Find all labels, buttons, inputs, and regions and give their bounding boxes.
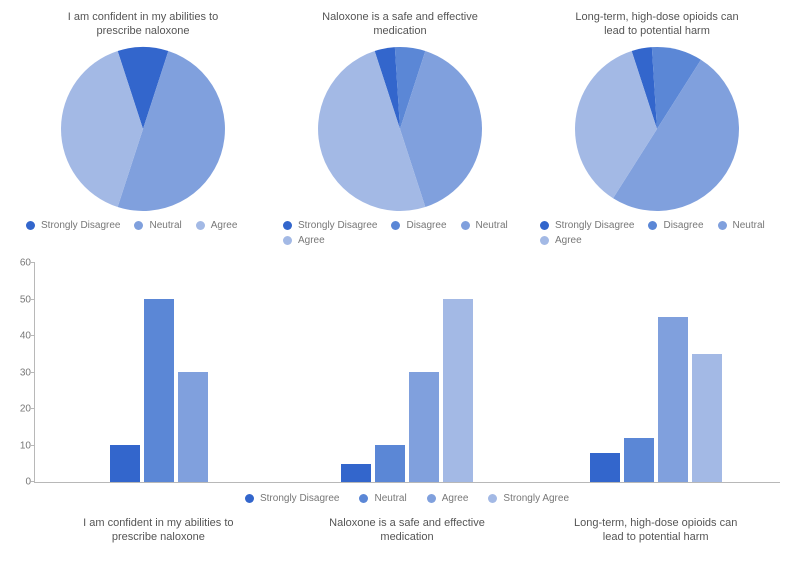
pie-legend: Strongly Disagree Neutral Agree: [22, 220, 241, 231]
pie-chart: [572, 44, 742, 214]
legend-label: Agree: [211, 220, 238, 231]
bar: [178, 372, 208, 482]
legend-swatch: [134, 221, 143, 230]
bar-x-labels: I am confident in my abilities to prescr…: [34, 516, 780, 545]
bar-chart-section: 0102030405060 Strongly Disagree Neutral Ag…: [0, 263, 800, 581]
legend-label: Neutral: [476, 220, 508, 231]
y-tick-label: 30: [11, 367, 31, 378]
pie-title: I am confident in my abilities to prescr…: [58, 10, 228, 42]
legend-swatch: [461, 221, 470, 230]
bar-groups: [35, 263, 780, 482]
bar: [409, 372, 439, 482]
legend-item: Strongly Disagree: [540, 220, 634, 231]
legend-label: Agree: [442, 493, 469, 504]
bar-legend: Strongly Disagree Neutral Agree Strongly Ag…: [34, 493, 780, 504]
legend-item: Neutral: [134, 220, 181, 231]
legend-label: Strongly Disagree: [41, 220, 120, 231]
legend-label: Agree: [298, 235, 325, 246]
legend-label: Disagree: [406, 220, 446, 231]
legend-item: Neutral: [461, 220, 508, 231]
bar-x-label: Long-term, high-dose opioids can lead to…: [531, 516, 780, 545]
pie-title: Naloxone is a safe and effective medicat…: [312, 10, 488, 42]
legend-item: Strongly Disagree: [283, 220, 377, 231]
legend-swatch: [196, 221, 205, 230]
legend-swatch: [718, 221, 727, 230]
legend-label: Strongly Disagree: [260, 493, 339, 504]
legend-label: Strongly Disagree: [555, 220, 634, 231]
legend-label: Strongly Agree: [503, 493, 569, 504]
bar: [624, 438, 654, 482]
pie-panel: Long-term, high-dose opioids can lead to…: [532, 10, 782, 255]
legend-label: Neutral: [733, 220, 765, 231]
legend-item: Neutral: [359, 493, 406, 504]
y-tick-label: 60: [11, 258, 31, 269]
legend-label: Strongly Disagree: [298, 220, 377, 231]
legend-swatch: [540, 236, 549, 245]
legend-swatch: [540, 221, 549, 230]
pie-panel: I am confident in my abilities to prescr…: [18, 10, 268, 255]
bar: [375, 445, 405, 482]
legend-swatch: [427, 494, 436, 503]
legend-label: Agree: [555, 235, 582, 246]
legend-swatch: [488, 494, 497, 503]
pie-chart: [58, 44, 228, 214]
legend-swatch: [245, 494, 254, 503]
legend-item: Disagree: [648, 220, 703, 231]
pie-panel: Naloxone is a safe and effective medicat…: [275, 10, 525, 255]
y-tick-label: 10: [11, 440, 31, 451]
legend-swatch: [283, 236, 292, 245]
bar: [443, 299, 473, 482]
y-tick-label: 20: [11, 404, 31, 415]
bar-group: [35, 263, 283, 482]
bar-x-label: I am confident in my abilities to prescr…: [34, 516, 283, 545]
pie-chart: [315, 44, 485, 214]
bar-group: [532, 263, 780, 482]
bar: [110, 445, 140, 482]
pie-title: Long-term, high-dose opioids can lead to…: [565, 10, 748, 42]
legend-item: Agree: [427, 493, 469, 504]
bar-group: [283, 263, 531, 482]
y-tick-label: 0: [11, 477, 31, 488]
legend-swatch: [26, 221, 35, 230]
legend-swatch: [648, 221, 657, 230]
legend-item: Agree: [540, 235, 582, 246]
pie-legend: Strongly Disagree Disagree Neutral Agree: [279, 220, 525, 246]
legend-item: Strongly Disagree: [26, 220, 120, 231]
legend-item: Strongly Agree: [488, 493, 569, 504]
legend-swatch: [283, 221, 292, 230]
legend-label: Neutral: [374, 493, 406, 504]
bar: [658, 317, 688, 482]
legend-item: Disagree: [391, 220, 446, 231]
bar: [692, 354, 722, 482]
pie-legend: Strongly Disagree Disagree Neutral Agree: [536, 220, 782, 246]
legend-item: Agree: [283, 235, 325, 246]
legend-item: Neutral: [718, 220, 765, 231]
legend-label: Disagree: [663, 220, 703, 231]
bar-x-label: Naloxone is a safe and effective medicat…: [283, 516, 532, 545]
legend-label: Neutral: [149, 220, 181, 231]
bar: [341, 464, 371, 482]
legend-swatch: [359, 494, 368, 503]
pie-row: I am confident in my abilities to prescr…: [0, 0, 800, 255]
y-tick-label: 40: [11, 331, 31, 342]
bar: [144, 299, 174, 482]
legend-item: Agree: [196, 220, 238, 231]
legend-item: Strongly Disagree: [245, 493, 339, 504]
y-tick-label: 50: [11, 294, 31, 305]
legend-swatch: [391, 221, 400, 230]
bar: [590, 453, 620, 482]
bar-plot-area: 0102030405060: [34, 263, 780, 483]
